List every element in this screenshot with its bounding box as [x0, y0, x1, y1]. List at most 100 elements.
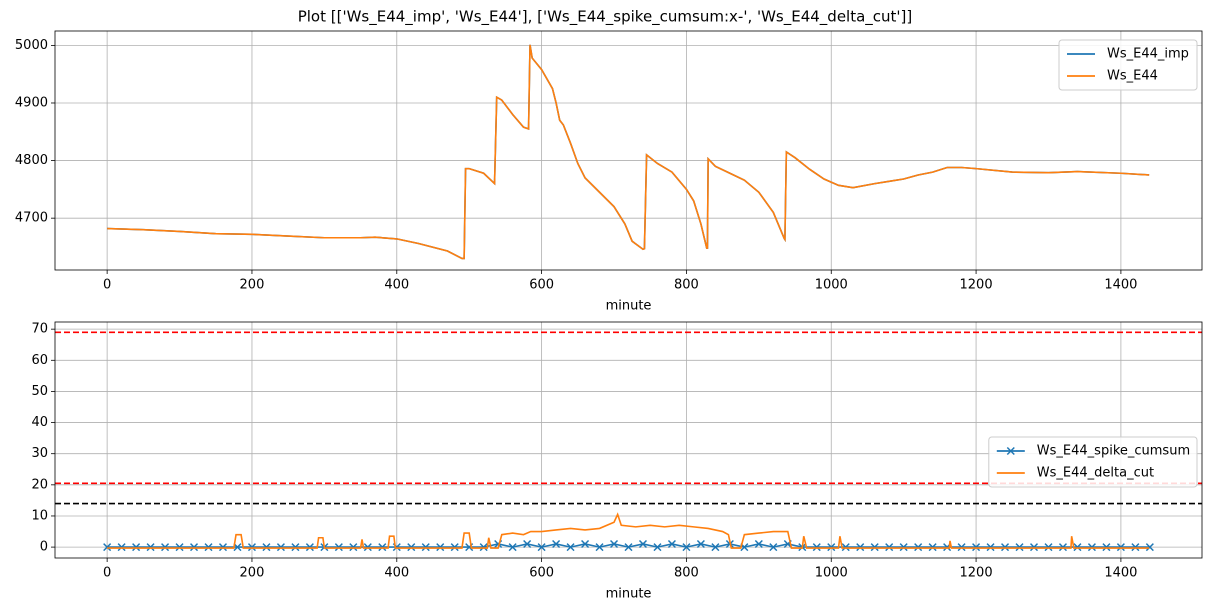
series-marker — [957, 543, 966, 552]
series-marker — [276, 543, 285, 552]
series-marker — [175, 543, 184, 552]
legend-box — [988, 436, 1198, 488]
series-marker — [1102, 543, 1111, 552]
series-marker — [581, 539, 590, 549]
y-tick-label: 4700 — [15, 211, 48, 226]
series-marker — [1001, 543, 1010, 552]
x-tick-label: 1200 — [960, 278, 993, 293]
x-tick-label: 1400 — [1104, 278, 1137, 293]
series-marker — [189, 543, 199, 552]
series-marker — [1116, 543, 1125, 552]
series-marker — [638, 539, 648, 549]
series-marker — [204, 543, 213, 552]
series-marker — [218, 543, 228, 552]
x-tick-label: 1000 — [815, 566, 848, 581]
y-tick-label: 4900 — [15, 95, 48, 110]
series-marker — [566, 543, 575, 552]
legend-label: Ws_E44_imp — [1107, 47, 1189, 62]
series-marker — [609, 539, 619, 549]
series-marker — [667, 539, 676, 549]
x-axis-label: minute — [606, 587, 652, 602]
x-tick-label: 0 — [103, 566, 111, 581]
series-marker — [305, 543, 314, 552]
y-tick-label: 0 — [40, 540, 48, 555]
series-marker — [899, 543, 908, 552]
series-marker — [552, 539, 561, 549]
series-marker — [595, 543, 604, 552]
series-marker — [841, 543, 850, 552]
series-marker — [986, 543, 995, 552]
series-marker — [696, 539, 705, 549]
x-tick-label: 800 — [674, 566, 699, 581]
series-marker — [1058, 543, 1068, 552]
y-tick-label: 40 — [31, 415, 48, 430]
series-marker — [928, 543, 937, 552]
series-marker — [523, 539, 532, 549]
x-tick-label: 600 — [529, 278, 554, 293]
series-marker — [450, 543, 459, 552]
series-marker — [117, 543, 126, 552]
x-axis-label: minute — [606, 299, 652, 314]
series-marker — [682, 543, 691, 552]
x-tick-label: 1200 — [960, 566, 993, 581]
x-tick-label: 400 — [384, 566, 409, 581]
series-marker — [1073, 543, 1082, 552]
series-marker — [363, 543, 372, 552]
series-marker — [653, 543, 662, 552]
series-marker — [291, 543, 300, 552]
series-marker — [378, 543, 387, 552]
series-marker — [436, 543, 445, 552]
series-marker — [1131, 543, 1140, 552]
x-tick-label: 600 — [529, 566, 554, 581]
series-marker — [1145, 543, 1154, 552]
x-tick-label: 1400 — [1104, 566, 1137, 581]
series-marker — [711, 543, 720, 552]
legend-label: Ws_E44 — [1107, 69, 1158, 84]
y-tick-label: 50 — [31, 384, 48, 399]
legend-box — [1058, 39, 1198, 91]
series-marker — [349, 543, 358, 552]
series-marker — [812, 543, 821, 552]
series-line — [107, 44, 1150, 260]
y-tick-label: 30 — [31, 446, 48, 461]
y-tick-label: 4800 — [15, 153, 48, 168]
x-tick-label: 1000 — [815, 278, 848, 293]
series-marker — [421, 543, 430, 552]
series-marker — [769, 543, 778, 552]
series-marker — [1015, 543, 1024, 552]
series-marker — [1029, 543, 1039, 552]
y-tick-label: 60 — [31, 353, 48, 368]
series-marker — [479, 543, 488, 552]
y-tick-label: 10 — [31, 508, 48, 523]
legend-marker — [1006, 446, 1015, 456]
x-tick-label: 0 — [103, 278, 111, 293]
series-marker — [856, 543, 865, 552]
x-tick-label: 200 — [240, 278, 265, 293]
x-tick-label: 400 — [384, 278, 409, 293]
series-marker — [1087, 543, 1096, 552]
legend-label: Ws_E44_delta_cut — [1037, 466, 1154, 481]
series-line — [107, 512, 1150, 549]
series-marker — [132, 543, 141, 552]
series-marker — [1044, 543, 1053, 552]
series-marker — [334, 543, 343, 552]
series-marker — [247, 543, 256, 552]
series-marker — [508, 543, 517, 552]
x-tick-label: 200 — [240, 566, 265, 581]
axes-frame — [54, 30, 1203, 271]
series-marker — [146, 543, 155, 552]
series-marker — [161, 543, 170, 552]
y-tick-label: 5000 — [15, 38, 48, 53]
series-marker — [624, 543, 633, 552]
axes-frame — [54, 321, 1203, 559]
legend-label: Ws_E44_spike_cumsum — [1037, 444, 1190, 459]
series-marker — [827, 543, 836, 552]
figure-title: Plot [['Ws_E44_imp', 'Ws_E44'], ['Ws_E44… — [298, 8, 913, 27]
series-marker — [262, 543, 271, 552]
series-marker — [914, 543, 923, 552]
series-marker — [972, 543, 981, 552]
series-marker — [870, 543, 879, 552]
